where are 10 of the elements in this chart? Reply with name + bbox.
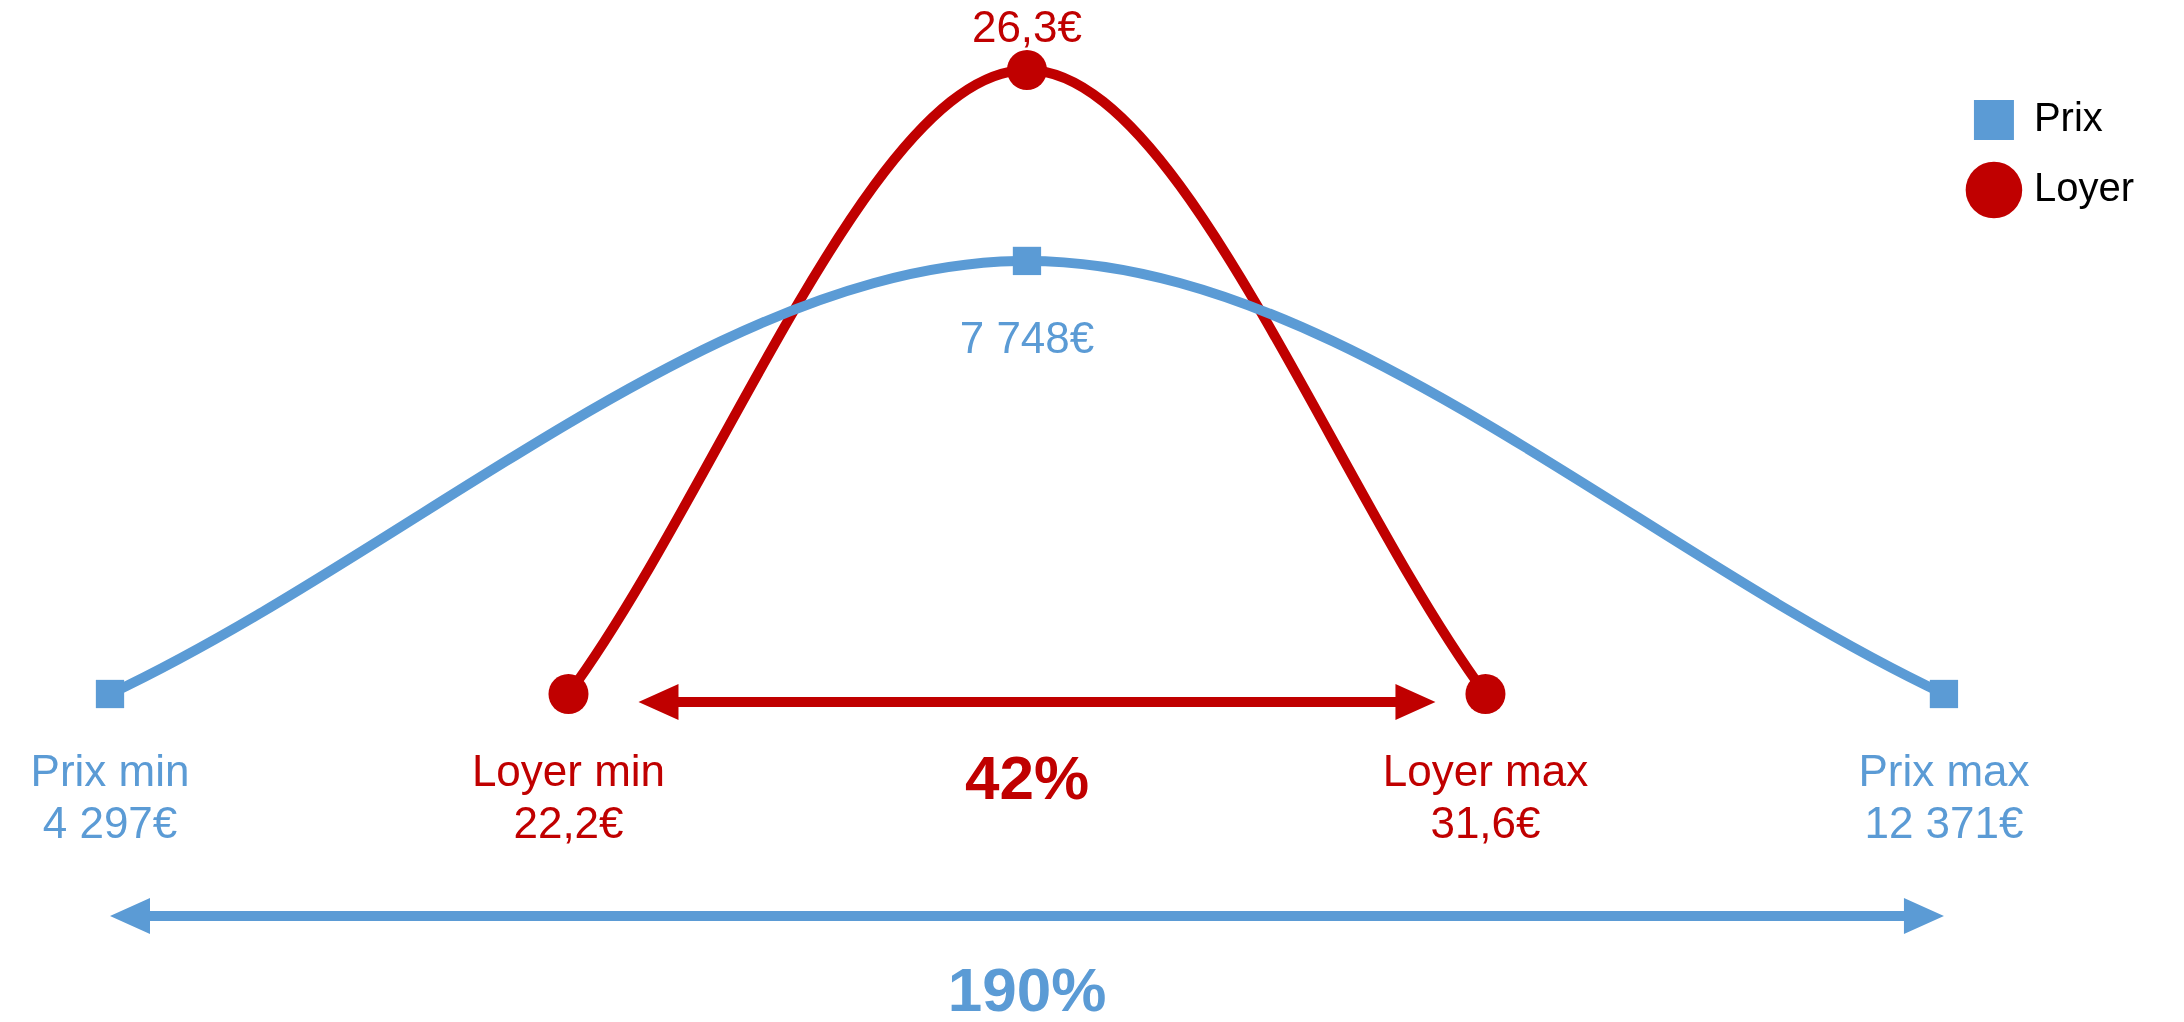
text: Loyer max 31,6€ [1382, 746, 1589, 848]
annotation: 7 748€ [959, 313, 1095, 363]
legend-label: Prix [2033, 95, 2103, 140]
text: 190% [947, 955, 1107, 1022]
text: 42% [964, 743, 1090, 813]
text: Prix min 4 297€ [30, 746, 190, 848]
legend-label: Loyer [2033, 165, 2134, 210]
text: 26,3€ [971, 2, 1083, 52]
text: Loyer min 22,2€ [471, 746, 666, 848]
text: Prix max 12 371€ [1858, 746, 2030, 848]
